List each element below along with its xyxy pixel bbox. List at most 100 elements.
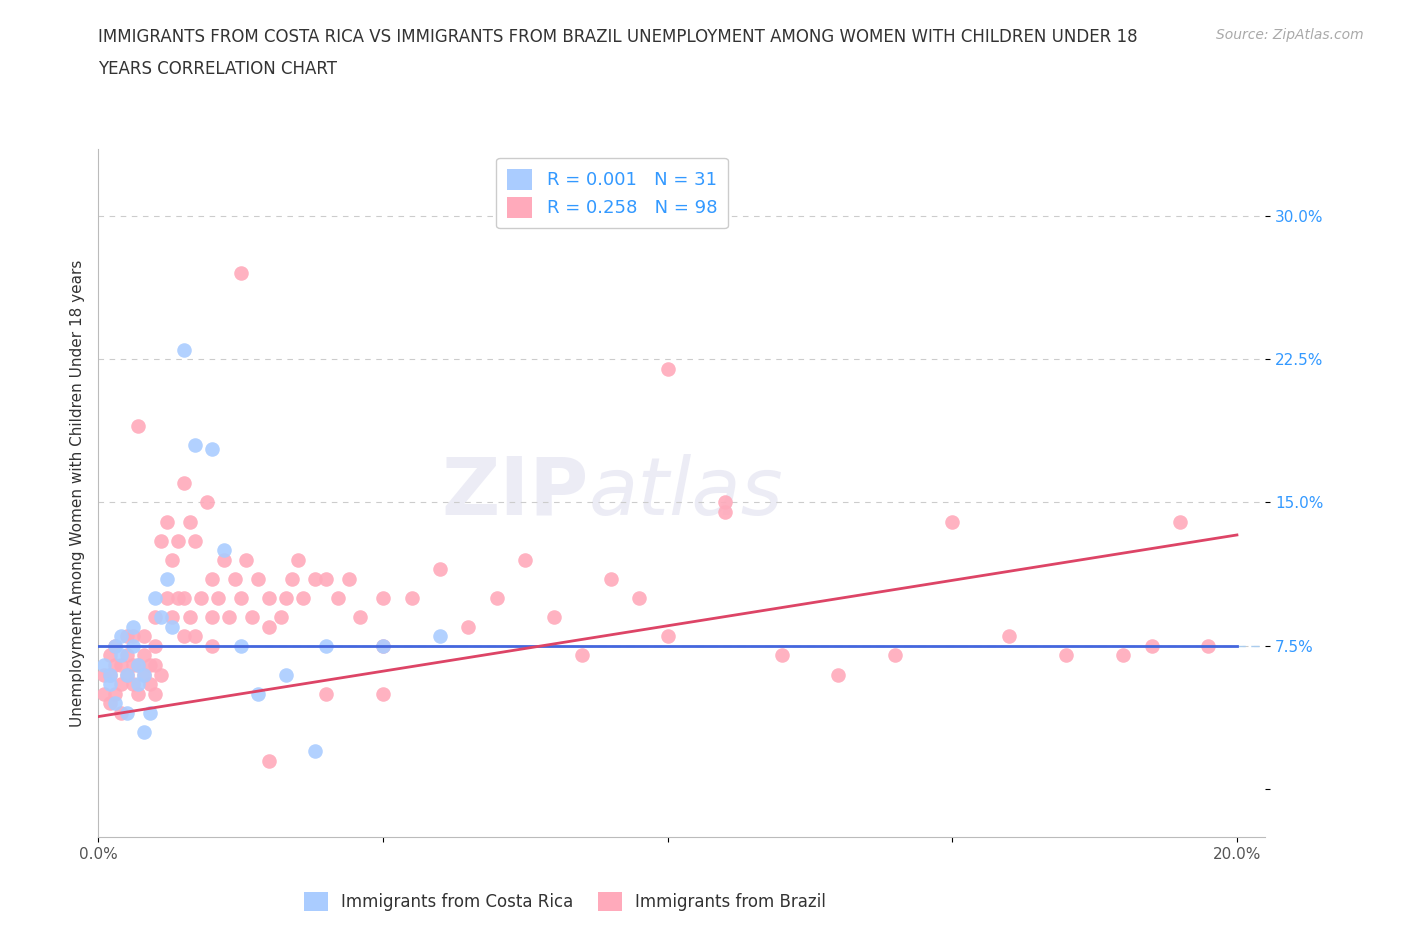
Text: atlas: atlas <box>589 454 783 532</box>
Point <box>457 619 479 634</box>
Point <box>1112 648 1135 663</box>
Legend: Immigrants from Costa Rica, Immigrants from Brazil: Immigrants from Costa Rica, Immigrants f… <box>298 885 832 918</box>
Point <box>229 266 252 281</box>
Point <box>515 552 537 567</box>
Point <box>371 638 394 653</box>
Point <box>257 753 280 768</box>
Text: YEARS CORRELATION CHART: YEARS CORRELATION CHART <box>98 60 337 78</box>
Point <box>167 591 190 605</box>
Point <box>127 658 149 672</box>
Point <box>93 686 115 701</box>
Point <box>138 658 160 672</box>
Y-axis label: Unemployment Among Women with Children Under 18 years: Unemployment Among Women with Children U… <box>69 259 84 726</box>
Point <box>104 686 127 701</box>
Point <box>173 591 195 605</box>
Point <box>485 591 508 605</box>
Point <box>104 658 127 672</box>
Point <box>304 571 326 587</box>
Point <box>371 591 394 605</box>
Point <box>127 658 149 672</box>
Point <box>156 591 179 605</box>
Point <box>229 638 252 653</box>
Point <box>121 677 143 692</box>
Point <box>98 696 121 711</box>
Point <box>150 533 173 548</box>
Point <box>371 686 394 701</box>
Point <box>132 629 155 644</box>
Point <box>173 476 195 491</box>
Point <box>156 571 179 587</box>
Point <box>941 514 963 529</box>
Point <box>827 667 849 682</box>
Point <box>770 648 793 663</box>
Point <box>110 629 132 644</box>
Point <box>201 442 224 457</box>
Point <box>207 591 229 605</box>
Point <box>276 591 298 605</box>
Point <box>195 495 218 510</box>
Point <box>98 667 121 682</box>
Point <box>190 591 212 605</box>
Text: IMMIGRANTS FROM COSTA RICA VS IMMIGRANTS FROM BRAZIL UNEMPLOYMENT AMONG WOMEN WI: IMMIGRANTS FROM COSTA RICA VS IMMIGRANTS… <box>98 28 1137 46</box>
Point <box>115 667 138 682</box>
Point <box>143 638 166 653</box>
Point <box>429 629 451 644</box>
Text: Source: ZipAtlas.com: Source: ZipAtlas.com <box>1216 28 1364 42</box>
Point <box>1168 514 1191 529</box>
Point <box>429 562 451 577</box>
Point <box>246 686 269 701</box>
Point <box>315 571 337 587</box>
Point <box>229 591 252 605</box>
Point <box>138 677 160 692</box>
Point <box>184 438 207 453</box>
Point <box>173 342 195 357</box>
Point <box>115 705 138 720</box>
Point <box>156 514 179 529</box>
Point <box>1140 638 1163 653</box>
Point <box>93 658 115 672</box>
Point <box>150 610 173 625</box>
Point <box>162 610 184 625</box>
Point <box>1054 648 1077 663</box>
Point <box>98 677 121 692</box>
Point <box>121 658 143 672</box>
Point <box>143 658 166 672</box>
Point <box>235 552 257 567</box>
Point <box>173 629 195 644</box>
Point <box>115 667 138 682</box>
Point <box>884 648 907 663</box>
Point <box>104 638 127 653</box>
Point <box>599 571 621 587</box>
Point <box>371 638 394 653</box>
Point <box>184 629 207 644</box>
Point <box>257 591 280 605</box>
Point <box>132 667 155 682</box>
Point <box>143 610 166 625</box>
Point <box>127 418 149 433</box>
Point <box>657 629 679 644</box>
Point <box>276 667 298 682</box>
Point <box>115 629 138 644</box>
Point <box>138 705 160 720</box>
Point <box>713 505 735 520</box>
Point <box>326 591 349 605</box>
Point <box>246 571 269 587</box>
Point <box>115 648 138 663</box>
Point <box>543 610 565 625</box>
Point <box>104 696 127 711</box>
Point <box>98 667 121 682</box>
Point <box>121 638 143 653</box>
Point <box>132 648 155 663</box>
Point <box>201 610 224 625</box>
Point <box>110 705 132 720</box>
Point <box>104 638 127 653</box>
Point <box>201 571 224 587</box>
Point <box>167 533 190 548</box>
Point <box>281 571 304 587</box>
Text: ZIP: ZIP <box>441 454 589 532</box>
Point <box>132 724 155 739</box>
Point <box>201 638 224 653</box>
Point <box>121 629 143 644</box>
Point <box>257 619 280 634</box>
Point <box>179 610 201 625</box>
